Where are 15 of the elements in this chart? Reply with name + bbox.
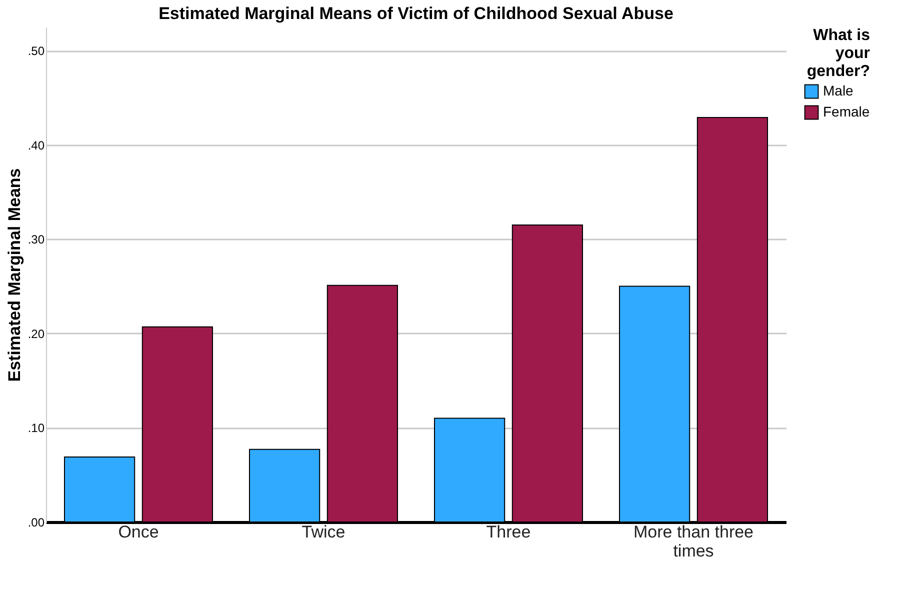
legend-label: Female (823, 104, 870, 120)
chart-title: Estimated Marginal Means of Victim of Childhood Sexual Abuse (158, 4, 674, 23)
y-tick-label: .40 (28, 138, 45, 152)
y-tick-label: .20 (28, 326, 45, 341)
y-tick-label: .00 (28, 516, 45, 530)
x-tick-label: Twice (302, 522, 346, 542)
y-axis-title: Estimated Marginal Means (4, 168, 24, 382)
x-tick-label: Once (118, 522, 159, 542)
x-tick-label: Three (486, 522, 531, 542)
y-tick-label: .30 (28, 232, 45, 247)
legend-title: What is your gender? (806, 27, 870, 80)
x-tick-label: More than three times (633, 522, 754, 560)
legend-label: Male (823, 82, 854, 98)
y-tick-label: .50 (28, 44, 45, 58)
y-tick-label: .10 (28, 421, 45, 436)
